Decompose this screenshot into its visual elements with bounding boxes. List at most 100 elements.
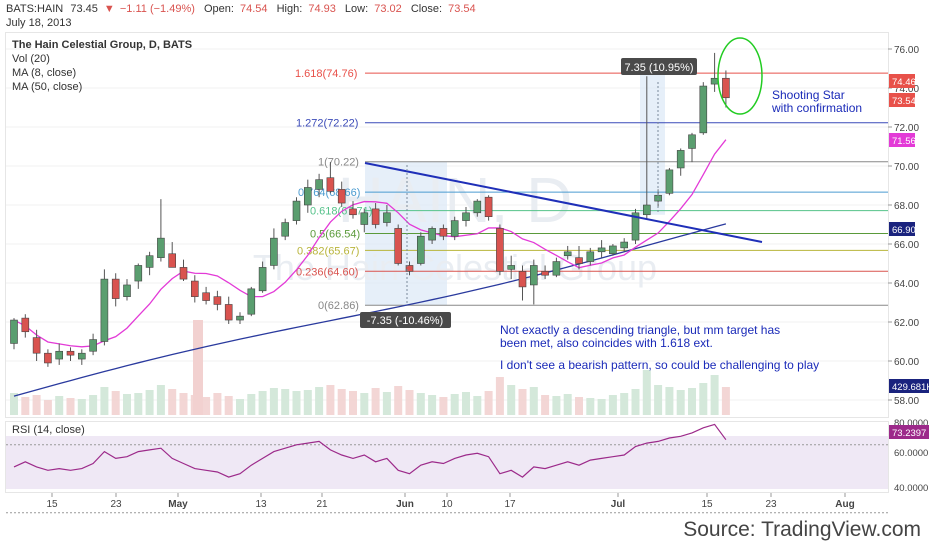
- high-value: 74.93: [308, 3, 336, 15]
- candle-body: [89, 339, 97, 352]
- candle-body: [247, 288, 256, 315]
- volume-bar: [405, 390, 414, 415]
- price-tick-label: 60.00: [894, 357, 919, 368]
- price-badge-label: 66.90: [892, 225, 916, 236]
- candle-body: [55, 350, 64, 360]
- ma8-path: [13, 139, 727, 348]
- volume-bar: [699, 383, 708, 415]
- volume-bar: [134, 393, 143, 415]
- open-label: Open:: [204, 3, 234, 15]
- volume-bar: [575, 397, 583, 415]
- price-tick-label: 62.00: [894, 318, 919, 329]
- time-tick-label: Aug: [835, 499, 854, 510]
- legend-ma8: MA (8, close): [12, 67, 76, 79]
- source-credit[interactable]: Source: TradingView.com: [683, 518, 921, 541]
- candle-body: [326, 177, 335, 192]
- volume-bar: [676, 390, 685, 415]
- high-label: High:: [277, 3, 303, 15]
- close-label: Close:: [411, 3, 442, 15]
- candle-body: [699, 85, 708, 134]
- volume-bar: [495, 377, 504, 415]
- legend-title: The Hain Celestial Group, D, BATS: [12, 39, 192, 51]
- down-measure-label: -7.35 (-10.46%): [367, 315, 443, 327]
- volume-bar: [529, 387, 538, 415]
- volume-bar: [269, 388, 278, 415]
- rsi-tick-label: 40.0000: [894, 483, 928, 494]
- candle-body: [529, 265, 538, 286]
- candle-body: [688, 134, 696, 149]
- volume-bar: [654, 385, 663, 415]
- time-axis[interactable]: 15 23 May 13 21 Jun 10 17 Jul 15 23 Aug: [46, 493, 855, 510]
- volume-bar: [597, 399, 606, 415]
- up-measure-box: [621, 58, 697, 75]
- price-tick-label: 64.00: [894, 279, 919, 290]
- price-axis[interactable]: 76.00 74.00 72.00 70.00 68.00 66.00 64.00 62.00…: [888, 45, 919, 407]
- price-badge-label: 74.46: [892, 77, 916, 88]
- volume-bar: [55, 396, 64, 415]
- volume-bar: [21, 397, 30, 415]
- fibonacci-levels: 1.618(74.76)1.272(72.22)1(70.22)0.764(68…: [295, 68, 888, 312]
- candle-body: [202, 292, 210, 301]
- time-tick-label: Jul: [611, 499, 626, 510]
- shooting-star-ellipse[interactable]: [717, 37, 763, 115]
- volume-bar: [665, 387, 674, 415]
- price-badge-label: 73.54: [892, 96, 916, 107]
- volume-bar: [111, 391, 120, 415]
- volume-bar: [507, 385, 516, 415]
- volume-bar: [145, 390, 154, 415]
- price-badge: [889, 93, 915, 107]
- volume-bar: [473, 396, 482, 415]
- price-tick-label: 76.00: [894, 45, 919, 56]
- candle-body: [258, 267, 267, 292]
- time-tick-label: 21: [316, 499, 328, 510]
- legend-ma50: MA (50, close): [12, 81, 82, 93]
- fib-ext-box: [640, 73, 665, 215]
- volume-bar: [100, 387, 109, 415]
- rsi-tick-label: 60.0000: [894, 448, 928, 459]
- candlesticks: [10, 52, 730, 367]
- candle-body: [337, 189, 346, 204]
- candle-body: [405, 265, 414, 272]
- bearish-note: I don't see a bearish pattern, so could …: [500, 358, 819, 372]
- volume-bar: [258, 391, 267, 415]
- volume-bar: [292, 391, 301, 415]
- volume-bar: [303, 390, 312, 415]
- volume-bar: [541, 395, 550, 415]
- candle-body: [236, 315, 244, 321]
- candle-body: [439, 228, 448, 237]
- candle-body: [134, 265, 143, 282]
- price-tick-label: 72.00: [894, 123, 919, 134]
- time-tick-label: 15: [46, 499, 58, 510]
- volume-bar: [371, 388, 380, 415]
- ma8-line: [13, 139, 727, 348]
- price-tick-label: 74.00: [894, 84, 919, 95]
- price-change: −1.11 (−1.49%): [120, 3, 195, 15]
- volume-bar: [43, 400, 52, 415]
- candle-body: [609, 245, 617, 255]
- candle-body: [179, 267, 188, 280]
- volume-bar: [360, 393, 369, 415]
- down-arrow-icon: ▼: [104, 3, 115, 15]
- price-badges: 74.46 73.54 71.56 66.90 429.681K: [889, 74, 932, 393]
- volume-bar: [382, 392, 391, 415]
- rsi-badge-label: 73.2397: [892, 428, 926, 439]
- time-tick-label: May: [168, 499, 188, 510]
- candle-body: [496, 228, 504, 272]
- volume-spike: [193, 320, 203, 415]
- candle-body: [552, 261, 561, 276]
- volume-bar: [563, 394, 572, 415]
- candle-body: [111, 278, 120, 299]
- time-tick-label: 23: [765, 499, 777, 510]
- volume-bar: [394, 386, 403, 415]
- candle-body: [10, 319, 18, 344]
- low-value: 73.02: [374, 3, 402, 15]
- candle-body: [66, 350, 75, 356]
- candle-body: [676, 150, 685, 169]
- candle-body: [722, 77, 730, 99]
- candle-body: [270, 237, 278, 266]
- descending-trendline[interactable]: [364, 162, 763, 243]
- volume-bar: [552, 396, 561, 415]
- candle-body: [349, 208, 357, 216]
- volume-bar: [89, 395, 98, 415]
